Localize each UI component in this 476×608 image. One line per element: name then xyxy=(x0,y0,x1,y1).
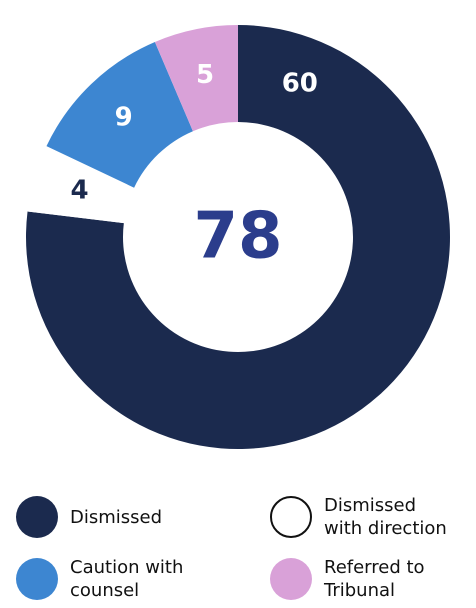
center-total: 78 xyxy=(193,200,282,274)
legend-item: Referred to Tribunal xyxy=(270,556,459,602)
donut-segment xyxy=(26,25,450,449)
legend-label: Caution with counsel xyxy=(70,557,184,601)
donut-segment xyxy=(154,25,238,132)
chart: 60 4 9 5 78 xyxy=(26,25,450,449)
legend-label: Referred to Tribunal xyxy=(324,557,425,601)
legend-swatch xyxy=(16,496,58,538)
segment-label: 9 xyxy=(115,103,133,133)
segment-label: 60 xyxy=(282,69,318,99)
legend-swatch xyxy=(16,558,58,600)
legend-swatch xyxy=(270,496,312,538)
legend-swatch xyxy=(270,558,312,600)
legend-item: Dismissed xyxy=(16,494,205,540)
segment-label: 5 xyxy=(196,60,214,90)
legend-label: Dismissed with direction xyxy=(324,495,447,539)
legend-label: Dismissed xyxy=(70,506,163,528)
legend-item: Dismissed with direction xyxy=(270,494,459,540)
segment-label: 4 xyxy=(70,176,88,206)
donut-segment xyxy=(27,146,135,224)
legend-item: Caution with counsel xyxy=(16,556,205,602)
donut-segment xyxy=(46,41,193,188)
